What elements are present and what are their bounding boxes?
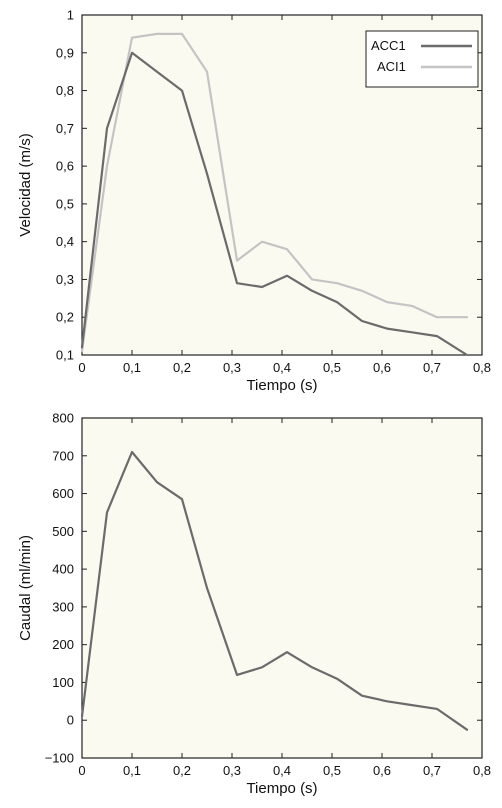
legend-label: ACC1: [371, 38, 406, 53]
x-tick-label: 0,1: [123, 763, 141, 778]
y-tick-label: 100: [52, 675, 74, 690]
x-tick-label: 0,6: [373, 360, 391, 375]
y-tick-label: 300: [52, 599, 74, 614]
x-tick-label: 0,3: [223, 763, 241, 778]
x-tick-label: 0,4: [273, 360, 291, 375]
y-tick-label: 0,6: [56, 159, 74, 174]
x-tick-label: 0,5: [323, 763, 341, 778]
series-line-aci1: [80, 32, 469, 353]
y-tick-label: 700: [52, 448, 74, 463]
chart-2: 0 0,1 0,2 0,3 0,4 0,5 0,6 0,7 0,8 −100 0 100 200 300 4…: [17, 411, 491, 798]
x-tick-label: 0,1: [123, 360, 141, 375]
x-axis-label: Tiempo (s): [246, 377, 317, 394]
y-tick-label: 800: [52, 411, 74, 426]
legend-box: [365, 30, 479, 88]
legend-label: ACI1: [377, 59, 406, 74]
y-tick-label: 0,4: [56, 234, 74, 249]
y-tick-label: 0,3: [56, 272, 74, 287]
y-tick-label: 0,9: [56, 45, 74, 60]
x-tick-label: 0: [78, 763, 85, 778]
y-tick-label: 400: [52, 562, 74, 577]
x-tick-label: 0,4: [273, 763, 291, 778]
x-tick-label: 0,2: [173, 360, 191, 375]
x-axis-label: Tiempo (s): [246, 780, 317, 797]
x-tick-label: 0,5: [323, 360, 341, 375]
x-tick-label: 0,7: [423, 360, 441, 375]
series-line-caudal: [80, 450, 469, 731]
x-tick-label: 0,3: [223, 360, 241, 375]
x-tick-label: 0,7: [423, 763, 441, 778]
y-tick-label: 500: [52, 524, 74, 539]
x-tick-label: 0: [78, 360, 85, 375]
y-tick-label: −100: [45, 751, 74, 766]
y-tick-label: 0,2: [56, 310, 74, 325]
x-tick-label: 0,8: [473, 360, 491, 375]
y-tick-label: 0,7: [56, 121, 74, 136]
y-tick-label: 0,8: [56, 83, 74, 98]
x-tick-label: 0,8: [473, 763, 491, 778]
y-tick-label: 1: [67, 8, 74, 23]
y-tick-label: 0: [67, 713, 74, 728]
y-axis-label: Velocidad (m/s): [17, 133, 34, 236]
legend: ACC1 ACI1: [365, 30, 479, 88]
series-line-acc1: [80, 51, 469, 357]
y-tick-label: 600: [52, 486, 74, 501]
y-tick-label: 200: [52, 637, 74, 652]
y-tick-label: 0,1: [56, 348, 74, 363]
x-tick-label: 0,2: [173, 763, 191, 778]
x-tick-label: 0,6: [373, 763, 391, 778]
y-tick-label: 0,5: [56, 196, 74, 211]
plot-area: [81, 417, 483, 759]
y-axis-label: Caudal (ml/min): [17, 535, 34, 641]
chart-1: 0 0,1 0,2 0,3 0,4 0,5 0,6 0,7 0,8 0,1 0,2 0,3 0,4 0,5…: [17, 8, 491, 395]
